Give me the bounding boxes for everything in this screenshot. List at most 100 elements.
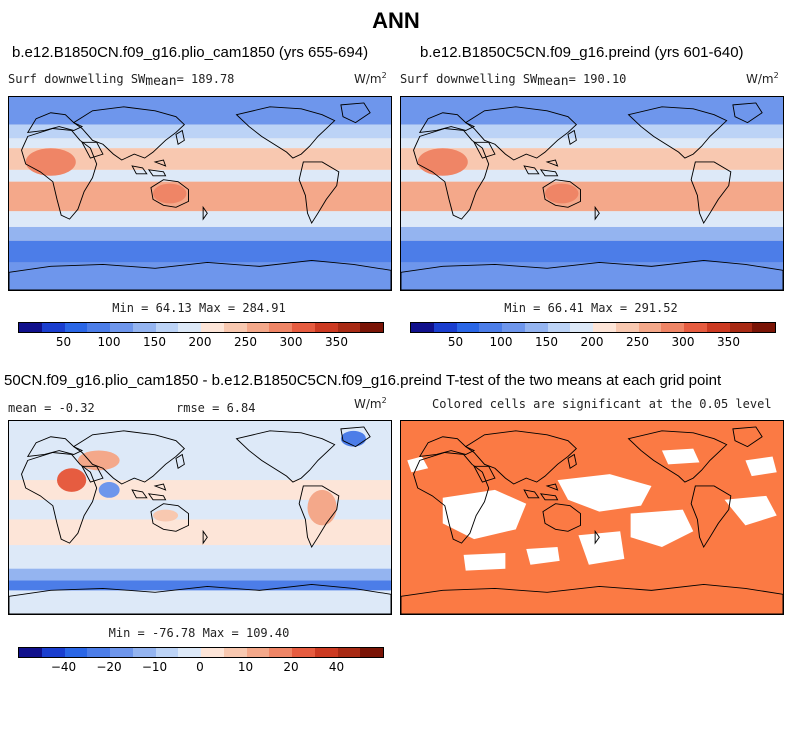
colorbar-swatch [178, 648, 201, 657]
colorbar-tick-label: 50 [55, 335, 72, 349]
colorbar-tick-label: 250 [626, 335, 649, 349]
panel1-title: b.e12.B1850CN.f09_g16.plio_cam1850 (yrs … [12, 44, 369, 61]
colorbar-swatch [547, 323, 571, 332]
colorbar-swatch [570, 323, 593, 332]
panel1-minmax: Min = 64.13 Max = 284.91 [112, 301, 286, 315]
colorbar-swatch [729, 323, 753, 332]
panel1-units: W/m2 [354, 71, 387, 86]
panel2-colorbar [410, 322, 776, 333]
panel1-variable-mean: Surf downwelling SWmean= 189.78 [8, 72, 235, 89]
panel2-variable-mean: Surf downwelling SWmean= 190.10 [400, 72, 627, 89]
colorbar-swatch [456, 323, 480, 332]
panel2-mean-label: mean [537, 74, 569, 89]
panel2-min: 66.41 [547, 301, 584, 315]
colorbar-tick-label: 200 [580, 335, 604, 349]
colorbar-tick-label: 100 [489, 335, 513, 349]
colorbar-swatch [360, 648, 383, 657]
colorbar-swatch [110, 323, 133, 332]
colorbar-tick-label: 300 [671, 335, 695, 349]
colorbar-swatch [19, 648, 42, 657]
colorbar-swatch [502, 323, 525, 332]
panel2-title: b.e12.B1850C5CN.f09_g16.preind (yrs 601-… [420, 44, 744, 61]
panel3-mean: mean = -0.32 [8, 401, 95, 415]
colorbar-swatch [41, 648, 65, 657]
panel1-max: 284.91 [242, 301, 286, 315]
colorbar-swatch [593, 323, 616, 332]
colorbar-swatch [87, 648, 110, 657]
panel3-title: 50CN.f09_g16.plio_cam1850 - b.e12.B1850C… [4, 372, 442, 389]
panel4-title: T-test of the two means at each grid poi… [446, 372, 722, 389]
colorbar-tick-label: 350 [717, 335, 740, 349]
colorbar-swatch [223, 323, 247, 332]
colorbar-tick-label: 300 [279, 335, 303, 349]
colorbar-tick-label: 40 [328, 660, 345, 674]
colorbar-swatch [479, 323, 502, 332]
colorbar-swatch [337, 323, 361, 332]
panel3-map [8, 420, 392, 615]
colorbar-swatch [132, 648, 156, 657]
panel3-colorbar [18, 647, 384, 658]
colorbar-swatch [337, 648, 361, 657]
panel4-map [400, 420, 784, 615]
panel3-max: 109.40 [245, 626, 290, 640]
colorbar-swatch [19, 323, 42, 332]
colorbar-swatch [292, 323, 315, 332]
panel2-mean-value: 190.10 [583, 72, 627, 86]
colorbar-swatch [201, 323, 224, 332]
colorbar-swatch [269, 323, 292, 332]
panel2-minmax: Min = 66.41 Max = 291.52 [504, 301, 678, 315]
colorbar-swatch [314, 323, 338, 332]
colorbar-swatch [155, 648, 179, 657]
colorbar-swatch [433, 323, 457, 332]
panel3-rmse: rmse = 6.84 [176, 401, 256, 415]
colorbar-swatch [87, 323, 110, 332]
colorbar-tick-label: −40 [50, 660, 77, 674]
colorbar-swatch [292, 648, 315, 657]
colorbar-swatch [64, 323, 88, 332]
colorbar-swatch [246, 323, 270, 332]
colorbar-swatch [661, 323, 684, 332]
colorbar-swatch [360, 323, 383, 332]
colorbar-tick-label: 250 [234, 335, 257, 349]
panel2-map [400, 96, 784, 291]
colorbar-swatch [64, 648, 88, 657]
figure-title: ANN [372, 8, 420, 33]
colorbar-tick-label: 10 [237, 660, 254, 674]
colorbar-swatch [314, 648, 338, 657]
colorbar-swatch [684, 323, 707, 332]
colorbar-tick-label: −20 [96, 660, 122, 674]
panel2-variable: Surf downwelling SW [400, 72, 538, 86]
colorbar-swatch [752, 323, 775, 332]
colorbar-tick-label: 0 [196, 660, 204, 674]
panel3-min: -76.78 [152, 626, 196, 640]
colorbar-tick-label: 100 [97, 335, 121, 349]
panel1-mean-label: mean [145, 74, 177, 89]
colorbar-swatch [155, 323, 179, 332]
colorbar-swatch [178, 323, 201, 332]
colorbar-tick-label: 50 [447, 335, 464, 349]
colorbar-swatch [411, 323, 434, 332]
colorbar-swatch [269, 648, 292, 657]
colorbar-tick-label: 150 [535, 335, 558, 349]
colorbar-swatch [615, 323, 639, 332]
panel2-max: 291.52 [634, 301, 678, 315]
colorbar-swatch [524, 323, 548, 332]
panel1-colorbar [18, 322, 384, 333]
colorbar-swatch [706, 323, 730, 332]
panel2-units: W/m2 [746, 71, 779, 86]
colorbar-swatch [110, 648, 133, 657]
panel1-variable: Surf downwelling SW [8, 72, 146, 86]
colorbar-swatch [132, 323, 156, 332]
panel4-subtitle: Colored cells are significant at the 0.0… [432, 397, 772, 411]
colorbar-tick-label: 200 [188, 335, 212, 349]
colorbar-swatch [223, 648, 247, 657]
colorbar-tick-label: −10 [141, 660, 168, 674]
panel1-min: 64.13 [155, 301, 192, 315]
panel1-map [8, 96, 392, 291]
colorbar-swatch [638, 323, 662, 332]
colorbar-swatch [201, 648, 224, 657]
panel1-mean-value: 189.78 [191, 72, 235, 86]
colorbar-swatch [41, 323, 65, 332]
colorbar-swatch [246, 648, 270, 657]
colorbar-tick-label: 20 [283, 660, 299, 674]
